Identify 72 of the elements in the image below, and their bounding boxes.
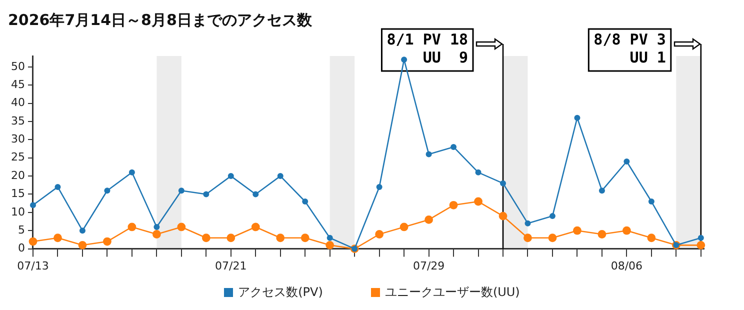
point bbox=[548, 234, 557, 242]
point bbox=[474, 197, 482, 206]
legend-label: アクセス数(PV) bbox=[238, 284, 323, 301]
point bbox=[524, 234, 532, 242]
y-tick-label: 35 bbox=[10, 114, 25, 128]
point bbox=[450, 144, 457, 150]
point bbox=[376, 184, 382, 190]
y-tick-label: 45 bbox=[10, 78, 25, 91]
point bbox=[698, 234, 704, 241]
y-tick-label: 20 bbox=[10, 168, 25, 182]
y-tick-label: 30 bbox=[10, 132, 25, 146]
point bbox=[500, 180, 506, 186]
point bbox=[251, 222, 260, 232]
point bbox=[277, 173, 284, 180]
point bbox=[178, 188, 184, 194]
point bbox=[300, 234, 310, 242]
point bbox=[326, 240, 334, 250]
point bbox=[78, 240, 87, 250]
point bbox=[276, 234, 285, 242]
point bbox=[128, 169, 135, 176]
point bbox=[54, 184, 61, 190]
point bbox=[28, 237, 38, 246]
x-tick-label: 07/13 bbox=[17, 259, 49, 272]
point bbox=[30, 202, 36, 208]
legend-label: ユニークユーザー数(UU) bbox=[384, 284, 520, 301]
y-tick-label: 25 bbox=[10, 150, 25, 164]
point bbox=[252, 191, 259, 198]
point bbox=[574, 114, 580, 121]
point bbox=[177, 222, 186, 232]
point bbox=[400, 222, 408, 232]
point bbox=[622, 226, 631, 235]
point bbox=[104, 188, 110, 194]
point bbox=[449, 200, 458, 210]
y-tick-label: 10 bbox=[10, 205, 25, 218]
point bbox=[498, 212, 508, 220]
point bbox=[424, 216, 433, 224]
point bbox=[128, 222, 136, 232]
point bbox=[152, 230, 161, 238]
x-tick-label: 07/21 bbox=[215, 259, 247, 272]
point bbox=[203, 191, 210, 198]
point bbox=[54, 234, 62, 242]
ref-line-label: 8/1 PV 18 UU 9 bbox=[386, 30, 468, 66]
point bbox=[226, 234, 236, 242]
point bbox=[326, 234, 333, 241]
x-tick-label: 08/06 bbox=[610, 259, 643, 272]
point bbox=[598, 230, 606, 238]
y-tick-label: 50 bbox=[10, 60, 25, 73]
point bbox=[154, 224, 160, 230]
point bbox=[573, 226, 582, 235]
point bbox=[648, 198, 654, 205]
point bbox=[401, 56, 408, 63]
y-tick-label: 0 bbox=[18, 242, 25, 255]
point bbox=[228, 173, 234, 180]
point bbox=[647, 234, 656, 242]
point bbox=[696, 240, 706, 250]
y-tick-label: 15 bbox=[10, 187, 25, 200]
x-tick-label: 07/29 bbox=[412, 259, 445, 272]
ref-line-label: 8/8 PV 3 UU 1 bbox=[594, 30, 666, 66]
point bbox=[302, 198, 308, 205]
point bbox=[475, 169, 482, 176]
point bbox=[598, 188, 605, 194]
point bbox=[103, 237, 112, 246]
point bbox=[375, 230, 384, 238]
point bbox=[426, 151, 432, 158]
point bbox=[624, 158, 630, 164]
y-tick-label: 5 bbox=[18, 223, 25, 236]
y-tick-label: 40 bbox=[10, 96, 25, 110]
point bbox=[202, 234, 210, 242]
point bbox=[549, 213, 556, 220]
chart-title: 2026年7月14日～8月8日までのアクセス数 bbox=[8, 10, 313, 29]
point bbox=[524, 220, 531, 226]
point bbox=[79, 228, 86, 234]
